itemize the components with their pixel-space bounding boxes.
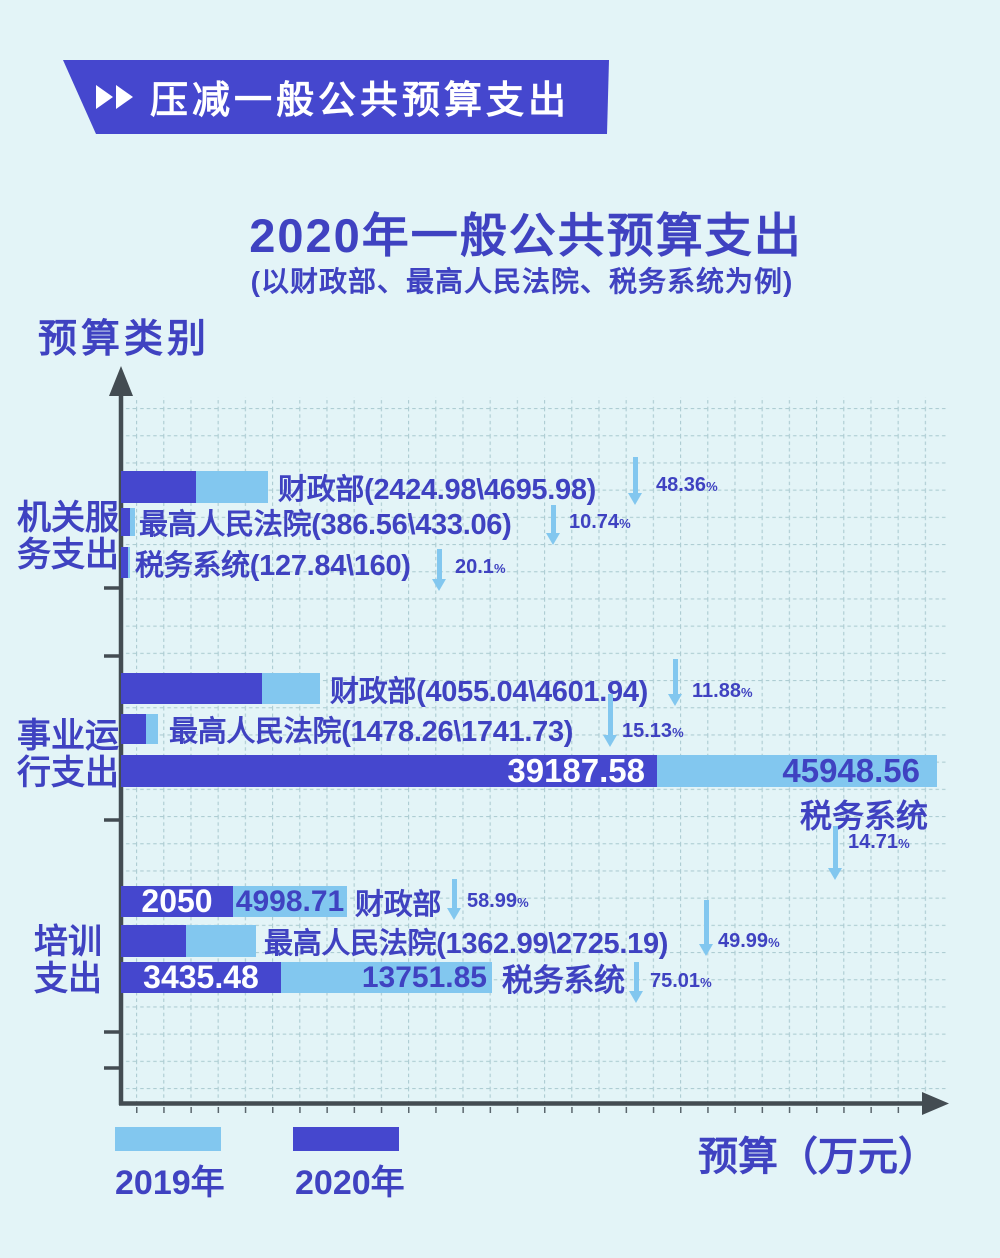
decrease-percent: 20.1% bbox=[455, 556, 506, 578]
bar-2019: 13751.85 bbox=[281, 960, 492, 994]
decrease-arrow-icon bbox=[546, 505, 560, 545]
category-label-operation: 事业运 行支出 bbox=[16, 718, 120, 792]
bar-row-g3-shuiwu: 3435.48 13751.85 税务系统 bbox=[121, 959, 625, 998]
bar-label: 税务系统(127.84\160) bbox=[135, 549, 411, 582]
legend-label-2019: 2019年 bbox=[115, 1164, 225, 1202]
category-line: 务支出 bbox=[17, 536, 119, 574]
bar-label: 财政部(4055.04\4601.94) bbox=[330, 675, 649, 708]
bar-label: 税务系统 bbox=[502, 963, 625, 998]
bar-2020: 3435.48 bbox=[121, 959, 281, 995]
section-banner-label: 压减一般公共预算支出 bbox=[149, 80, 570, 122]
bar-row-g2-caizhengbu: 财政部(4055.04\4601.94) bbox=[121, 673, 648, 708]
bar-2019 bbox=[128, 547, 130, 578]
category-line: 机关服 bbox=[17, 499, 119, 537]
legend-swatch-2020 bbox=[293, 1127, 399, 1151]
decrease-percent: 49.99% bbox=[718, 930, 780, 952]
decrease-arrow-icon bbox=[628, 457, 642, 505]
bar-2020 bbox=[121, 673, 262, 704]
decrease-percent: 58.99% bbox=[467, 890, 529, 912]
bar-label: 最高人民法院(1478.26\1741.73) bbox=[169, 716, 574, 748]
bar-2019 bbox=[196, 471, 268, 503]
bar-2020 bbox=[121, 547, 128, 578]
bar-row-g1-shuiwu: 税务系统(127.84\160) bbox=[121, 547, 411, 582]
decrease-arrow-icon bbox=[699, 900, 713, 956]
bar-2019 bbox=[262, 673, 320, 704]
legend-swatch-2019 bbox=[115, 1127, 221, 1151]
bar-value-2019: 13751.85 bbox=[361, 960, 487, 994]
decrease-arrow-icon bbox=[447, 879, 461, 920]
bar-row-g3-fayuan: 最高人民法院(1362.99\2725.19) bbox=[121, 925, 668, 960]
bar-value-2020: 3435.48 bbox=[143, 959, 259, 995]
category-line: 培训 bbox=[34, 923, 102, 961]
category-line: 事业运 bbox=[17, 717, 119, 755]
decrease-arrow-icon bbox=[828, 826, 842, 880]
decrease-arrow-icon bbox=[629, 962, 643, 1003]
bar-2020 bbox=[121, 925, 186, 957]
x-axis-tickmarks bbox=[123, 1107, 923, 1113]
bar-value-2019: 45948.56 bbox=[782, 752, 920, 789]
bar-2020 bbox=[121, 508, 130, 536]
x-axis-title: 预算（万元） bbox=[698, 1135, 938, 1179]
decrease-percent: 11.88% bbox=[692, 680, 753, 702]
bar-2019: 4998.71 bbox=[233, 884, 347, 918]
section-banner: 压减一般公共预算支出 bbox=[63, 60, 609, 134]
bar-row-g1-fayuan: 最高人民法院(386.56\433.06) bbox=[121, 508, 512, 541]
x-axis-arrowhead bbox=[922, 1092, 949, 1115]
category-line: 支出 bbox=[34, 960, 102, 998]
bar-label: 最高人民法院(386.56\433.06) bbox=[139, 509, 512, 541]
bar-row-g1-caizhengbu: 财政部(2424.98\4695.98) bbox=[121, 471, 596, 506]
bar-2019 bbox=[146, 714, 158, 744]
fast-forward-icon bbox=[95, 84, 136, 109]
decrease-percent: 15.13% bbox=[622, 720, 684, 742]
decrease-percent: 75.01% bbox=[650, 970, 712, 992]
bar-label-below: 税务系统 bbox=[799, 798, 928, 834]
bar-value-2020: 39187.58 bbox=[507, 752, 645, 789]
bar-2019 bbox=[130, 508, 135, 536]
bar-2020 bbox=[121, 471, 196, 503]
legend-label-2020: 2020年 bbox=[295, 1164, 405, 1202]
y-axis-ticks bbox=[104, 586, 119, 1070]
bar-2020: 39187.58 bbox=[121, 752, 657, 789]
chart-title: 2020年一般公共预算支出 bbox=[249, 209, 803, 262]
y-axis-arrowhead bbox=[109, 366, 133, 396]
category-label-agency-service: 机关服 务支出 bbox=[16, 500, 120, 574]
decrease-percent: 14.71% bbox=[848, 831, 910, 853]
decrease-arrow-icon bbox=[668, 659, 682, 706]
bar-label: 最高人民法院(1362.99\2725.19) bbox=[264, 928, 669, 960]
bar-label: 财政部 bbox=[355, 888, 442, 921]
bar-row-g2-fayuan: 最高人民法院(1478.26\1741.73) bbox=[121, 714, 573, 748]
bar-value-2019: 4998.71 bbox=[235, 884, 345, 918]
bar-value-2020: 2050 bbox=[141, 883, 213, 919]
bar-row-g3-caizhengbu: 2050 4998.71 财政部 bbox=[121, 883, 441, 921]
decrease-arrow-icon bbox=[432, 549, 446, 591]
decrease-percent: 48.36% bbox=[656, 474, 718, 496]
decrease-percent: 10.74% bbox=[569, 511, 631, 533]
bar-2019: 45948.56 bbox=[657, 752, 937, 789]
y-axis-title: 预算类别 bbox=[38, 318, 211, 361]
bar-2020: 2050 bbox=[121, 883, 233, 919]
decrease-arrow-icon bbox=[603, 694, 617, 747]
category-line: 行支出 bbox=[17, 754, 119, 792]
category-label-training: 培训 支出 bbox=[16, 924, 120, 998]
bar-2019 bbox=[186, 925, 256, 957]
bar-row-g2-shuiwu: 39187.58 45948.56 bbox=[121, 752, 937, 789]
chart-subtitle: (以财政部、最高人民法院、税务系统为例) bbox=[250, 266, 794, 297]
bar-2020 bbox=[121, 714, 146, 744]
bar-label: 财政部(2424.98\4695.98) bbox=[278, 474, 597, 506]
